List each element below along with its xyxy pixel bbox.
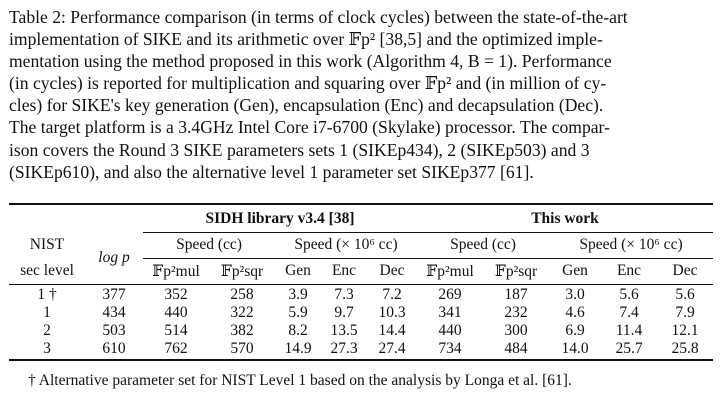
cell: 7.3 [334, 285, 354, 303]
cell: 13.5 [330, 321, 358, 339]
group-header-this-work: This work [417, 206, 713, 233]
cell: 734 [438, 339, 462, 357]
cell: 514 [164, 321, 188, 339]
cell: 14.4 [378, 321, 406, 339]
speed-1e6-header: Speed (× 10⁶ cc) [549, 232, 713, 259]
cell: 7.9 [675, 303, 695, 321]
cell: 762 [164, 339, 188, 357]
speed-cc-header: Speed (cc) [417, 232, 549, 259]
col-mul-header: 𝔽p²mul [152, 262, 200, 280]
cell: 434 [102, 303, 126, 321]
cell: 7.4 [619, 303, 639, 321]
cell: 14.0 [561, 339, 589, 357]
cell: 3 [43, 339, 51, 357]
cell: 322 [230, 303, 254, 321]
cell: 300 [504, 321, 528, 339]
cell: 2 [43, 321, 51, 339]
cell: 377 [102, 285, 126, 303]
caption-line: (SIKEp610), and also the alternative lev… [9, 161, 534, 182]
cell: 3.0 [565, 285, 585, 303]
speed-cc-header: Speed (cc) [143, 232, 275, 259]
cell: 382 [230, 321, 254, 339]
cell: 269 [438, 285, 462, 303]
table-row: 3 610 762 570 14.9 27.3 27.4 734 484 14.0 25.7 25.8 [9, 340, 713, 358]
col-dec-header: Dec [672, 262, 698, 279]
cell: 570 [230, 339, 254, 357]
sec-level-header: sec level [20, 261, 74, 279]
cell: 187 [504, 285, 528, 303]
col-sqr-header: 𝔽p²sqr [494, 262, 538, 280]
cell: 12.1 [671, 321, 699, 339]
table-caption: Table 2: Performance comparison (in term… [9, 6, 713, 183]
speed-1e6-header: Speed (× 10⁶ cc) [275, 232, 417, 259]
cell: 11.4 [615, 321, 643, 339]
table-row: 1 † 377 352 258 3.9 7.3 7.2 269 187 3.0 5.6 5.6 [9, 286, 713, 304]
caption-line: implementation of SIKE and its arithmeti… [9, 29, 603, 50]
caption-line: Table 2: Performance comparison (in term… [9, 7, 628, 27]
col-enc-header: Enc [616, 262, 642, 279]
cell: 232 [504, 303, 528, 321]
cell: 440 [164, 303, 188, 321]
cell: 5.6 [675, 285, 695, 303]
cell: 440 [438, 321, 462, 339]
cell: 610 [102, 339, 126, 357]
col-mul-header: 𝔽p²mul [426, 262, 474, 280]
cell: 8.2 [288, 321, 308, 339]
nist-header: NIST [29, 236, 65, 253]
col-enc-header: Enc [331, 262, 357, 279]
caption-line: The target platform is a 3.4GHz Intel Co… [9, 117, 610, 138]
table-row: 2 503 514 382 8.2 13.5 14.4 440 300 6.9 11.4 12.1 [9, 322, 713, 340]
cell: 14.9 [284, 339, 312, 357]
cell: 5.9 [288, 303, 308, 321]
cell: 5.6 [619, 285, 639, 303]
cell: 10.3 [378, 303, 406, 321]
cell: 484 [504, 339, 528, 357]
table-row: 1 434 440 322 5.9 9.7 10.3 341 232 4.6 7.4 7.9 [9, 304, 713, 322]
cell: 341 [438, 303, 462, 321]
cell: 3.9 [288, 285, 308, 303]
cell: 352 [164, 285, 188, 303]
caption-line: cles) for SIKE's key generation (Gen), e… [9, 95, 604, 116]
cell: 4.6 [565, 303, 585, 321]
caption-line: mentation using the method proposed in t… [9, 51, 612, 72]
cell: 258 [230, 285, 254, 303]
cell: 25.7 [615, 339, 643, 357]
col-dec-header: Dec [379, 262, 405, 279]
cell: 27.3 [330, 339, 358, 357]
logp-header: log p [98, 248, 130, 266]
table-footnote: † Alternative parameter set for NIST Lev… [28, 372, 572, 389]
cell: 6.9 [565, 321, 585, 339]
performance-table: SIDH library v3.4 [38] This work NIST lo… [9, 203, 713, 361]
cell: 7.2 [382, 285, 402, 303]
caption-line: (in cycles) is reported for multiplicati… [9, 73, 607, 94]
col-gen-header: Gen [285, 262, 311, 279]
cell: 1 [43, 303, 51, 321]
col-gen-header: Gen [562, 262, 588, 279]
cell: 503 [102, 321, 126, 339]
cell: 25.8 [671, 339, 699, 357]
cell: 27.4 [378, 339, 406, 357]
col-sqr-header: 𝔽p²sqr [220, 262, 264, 280]
caption-line: ison covers the Round 3 SIKE parameters … [9, 139, 590, 160]
cell: 9.7 [334, 303, 354, 321]
group-header-sidh: SIDH library v3.4 [38] [143, 206, 417, 233]
cell: 1 † [37, 285, 57, 303]
